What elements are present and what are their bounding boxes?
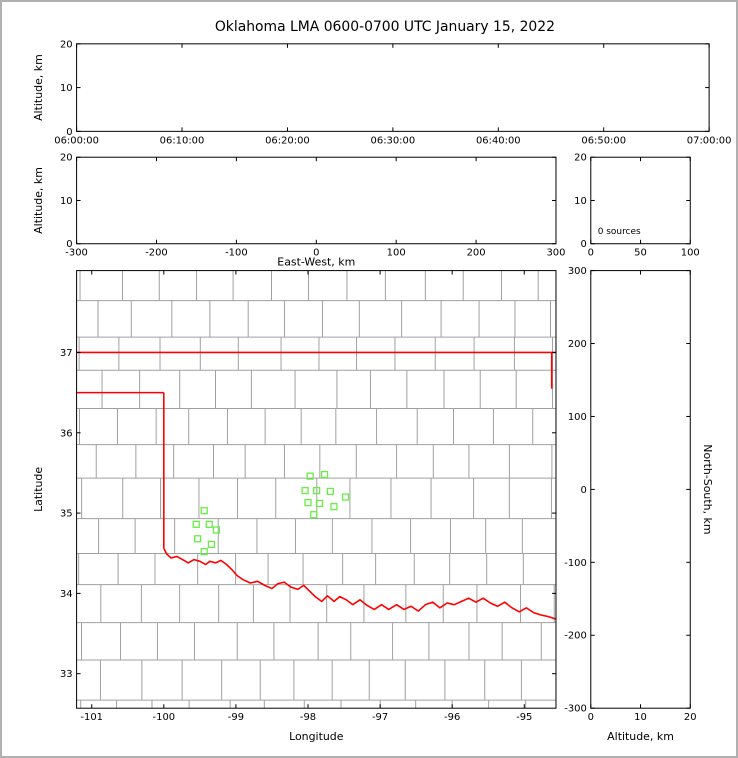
station-marker [313, 486, 321, 495]
x-tick-label: 0 [588, 248, 594, 259]
x-tick-label: -95 [516, 712, 532, 723]
y-tick-label: 10 [60, 83, 73, 94]
figure-title: Oklahoma LMA 0600-0700 UTC January 15, 2… [215, 19, 555, 35]
station-marker [200, 547, 208, 556]
station-marker [301, 486, 309, 495]
x-axis-label-plan-view: Longitude [289, 730, 344, 743]
x-tick-label: 300 [546, 248, 565, 259]
station-marker [194, 535, 202, 543]
panel-frame-altitude-northsouth [590, 270, 691, 709]
y-tick-label: 0 [580, 239, 586, 250]
x-tick-label: -100 [225, 248, 248, 259]
y-tick-label: 36 [60, 428, 73, 439]
x-axis-label-altitude-northsouth: Altitude, km [607, 730, 674, 743]
station-marker [207, 540, 216, 549]
y-tick-label: 35 [60, 509, 73, 520]
station-marker [192, 520, 200, 528]
state-border-red-river-border [163, 548, 556, 620]
x-tick-label: 06:40:00 [476, 135, 521, 146]
y-tick-label: 34 [60, 589, 73, 600]
y-tick-label: 20 [60, 153, 73, 164]
x-tick-label: -97 [372, 712, 388, 723]
x-tick-label: -100 [153, 712, 176, 723]
x-tick-label: 10 [634, 712, 647, 723]
x-axis-label-eastwest-altitude: East-West, km [277, 256, 355, 269]
station-marker [306, 472, 314, 480]
x-tick-label: 06:50:00 [581, 135, 626, 146]
station-marker [205, 520, 213, 528]
x-tick-label: -98 [300, 712, 316, 723]
x-tick-label: 06:20:00 [265, 135, 310, 146]
x-tick-label: 100 [387, 248, 406, 259]
y-tick-label: -300 [564, 704, 587, 715]
y-axis-label-eastwest-altitude: Altitude, km [32, 167, 45, 234]
x-tick-label: -96 [444, 712, 460, 723]
x-tick-label: 06:10:00 [160, 135, 205, 146]
x-tick-label: 50 [634, 248, 647, 259]
y-tick-label: -200 [564, 631, 587, 642]
station-marker [320, 470, 329, 479]
y-tick-label: 0 [580, 485, 586, 496]
histogram-annotation: 0 sources [598, 227, 641, 237]
station-marker [341, 493, 350, 501]
y-tick-label: 10 [574, 196, 587, 207]
x-tick-label: 0 [313, 248, 319, 259]
y-tick-label: 20 [60, 39, 73, 50]
x-tick-label: -300 [65, 248, 88, 259]
x-tick-label: 06:00:00 [54, 135, 99, 146]
panel-frame-time-altitude [76, 43, 710, 132]
x-tick-label: 200 [467, 248, 486, 259]
y-tick-label: 100 [568, 412, 587, 423]
x-tick-label: -200 [145, 248, 168, 259]
x-tick-label: 20 [684, 712, 697, 723]
y-tick-label: 33 [60, 669, 73, 680]
station-marker [330, 503, 338, 511]
y-tick-label: 37 [60, 348, 73, 359]
y-tick-label: -100 [564, 558, 587, 569]
station-marker [326, 487, 334, 496]
map-layers [76, 270, 556, 709]
x-tick-label: 100 [681, 248, 700, 259]
station-marker [304, 499, 312, 507]
y-tick-label: 20 [574, 153, 587, 164]
plot-layers: 06:00:00 06:10:00 06:20:00 06:30:00 06:40:00… [32, 39, 732, 743]
y-tick-label: 0 [66, 239, 72, 250]
y-tick-label: 0 [66, 127, 72, 138]
station-marker [310, 511, 318, 519]
x-tick-label: -99 [228, 712, 244, 723]
y-axis-label-altitude-northsouth: North-South, km [701, 444, 714, 534]
station-marker [200, 507, 208, 515]
station-marker [315, 499, 324, 508]
x-tick-label: 0 [588, 712, 594, 723]
y-tick-label: 10 [60, 196, 73, 207]
x-tick-label: 06:30:00 [371, 135, 416, 146]
panel-frame-plan-view [76, 270, 557, 709]
station-marker [212, 526, 221, 534]
x-tick-label: 07:00:00 [687, 135, 732, 146]
y-axis-label-plan-view: Latitude [32, 467, 45, 512]
x-tick-label: -101 [80, 712, 103, 723]
y-tick-label: 200 [568, 339, 587, 350]
y-tick-label: 300 [568, 266, 587, 277]
panel-frame-eastwest-altitude [76, 156, 557, 245]
y-axis-label-time-altitude: Altitude, km [32, 54, 45, 121]
